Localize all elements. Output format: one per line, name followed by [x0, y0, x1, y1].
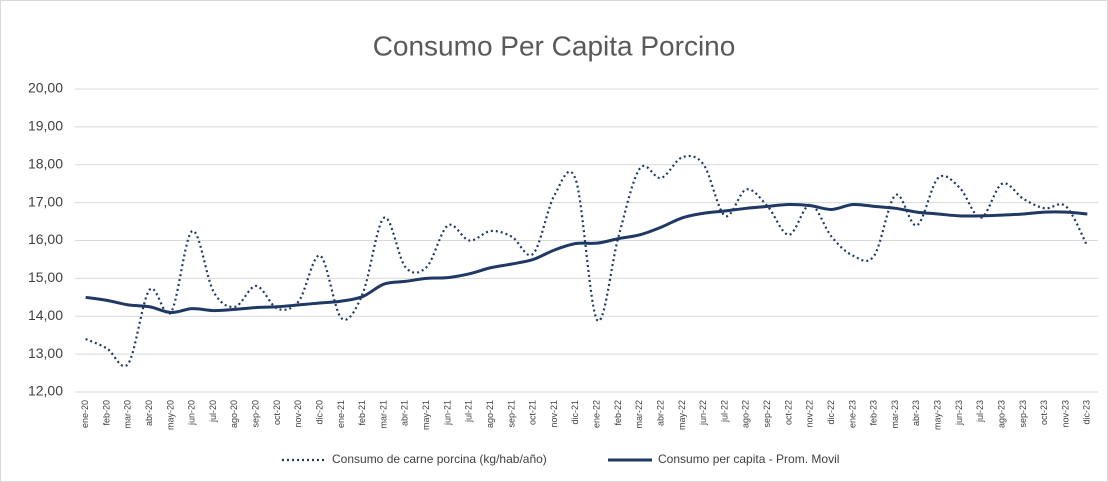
y-tick-label: 12,00 [28, 383, 63, 399]
x-tick-label: ago-21 [485, 400, 495, 428]
x-tick-label: feb-20 [101, 400, 111, 426]
x-tick-label: dic-23 [1082, 400, 1092, 425]
legend-label: Consumo per capita - Prom. Movil [658, 452, 839, 466]
x-tick-label: jun-20 [187, 400, 197, 426]
x-tick-label: ene-23 [847, 400, 857, 428]
x-tick-label: nov-21 [549, 400, 559, 428]
x-tick-label: oct-21 [528, 400, 538, 425]
x-tick-label: nov-23 [1060, 400, 1070, 428]
x-tick-label: oct-20 [272, 400, 282, 425]
x-tick-label: oct-23 [1039, 400, 1049, 425]
y-tick-label: 19,00 [28, 118, 63, 134]
x-tick-label: abr-21 [400, 400, 410, 426]
y-tick-label: 17,00 [28, 193, 63, 209]
x-tick-label: dic-20 [314, 400, 324, 425]
x-tick-label: may-23 [933, 400, 943, 430]
y-tick-label: 13,00 [28, 345, 63, 361]
x-tick-label: dic-21 [570, 400, 580, 425]
x-tick-label: nov-22 [805, 400, 815, 428]
x-tick-label: mar-22 [634, 400, 644, 429]
x-tick-label: ago-22 [741, 400, 751, 428]
x-tick-label: jul-22 [719, 400, 729, 423]
x-tick-label: sep-23 [1018, 400, 1028, 428]
x-tick-label: sep-21 [506, 400, 516, 428]
x-tick-label: may-21 [421, 400, 431, 430]
x-tick-label: nov-20 [293, 400, 303, 428]
x-tick-label: abr-22 [655, 400, 665, 426]
x-tick-label: abr-20 [144, 400, 154, 426]
y-tick-label: 16,00 [28, 231, 63, 247]
x-tick-label: ago-20 [229, 400, 239, 428]
line-series [85, 154, 1089, 368]
legend-label: Consumo de carne porcina (kg/hab/año) [332, 452, 547, 466]
x-tick-label: feb-22 [613, 400, 623, 426]
x-tick-label: jun-22 [698, 400, 708, 426]
x-tick-label: jun-23 [954, 400, 964, 426]
x-tick-label: feb-21 [357, 400, 367, 426]
y-tick-label: 14,00 [28, 307, 63, 323]
y-tick-label: 18,00 [28, 155, 63, 171]
x-tick-label: jun-21 [442, 400, 452, 426]
x-tick-label: sep-20 [251, 400, 261, 428]
x-tick-label: ago-23 [996, 400, 1006, 428]
x-tick-label: may-22 [677, 400, 687, 430]
x-tick-label: ene-21 [336, 400, 346, 428]
x-tick-label: may-20 [165, 400, 175, 430]
x-tick-label: ene-20 [80, 400, 90, 428]
x-tick-label: feb-23 [869, 400, 879, 426]
x-tick-label: ene-22 [592, 400, 602, 428]
x-tick-label: sep-22 [762, 400, 772, 428]
y-tick-label: 20,00 [28, 80, 63, 96]
x-tick-label: dic-22 [826, 400, 836, 425]
x-tick-label: jul-23 [975, 400, 985, 423]
x-tick-label: jul-21 [464, 400, 474, 423]
y-tick-label: 15,00 [28, 269, 63, 285]
chart-title: Consumo Per Capita Porcino [373, 30, 736, 61]
x-tick-label: oct-22 [783, 400, 793, 425]
line-series [85, 202, 1088, 314]
x-tick-label: abr-23 [911, 400, 921, 426]
x-tick-label: jul-20 [208, 400, 218, 423]
x-tick-label: mar-21 [378, 400, 388, 429]
x-tick-label: mar-20 [123, 400, 133, 429]
x-tick-label: mar-23 [890, 400, 900, 429]
